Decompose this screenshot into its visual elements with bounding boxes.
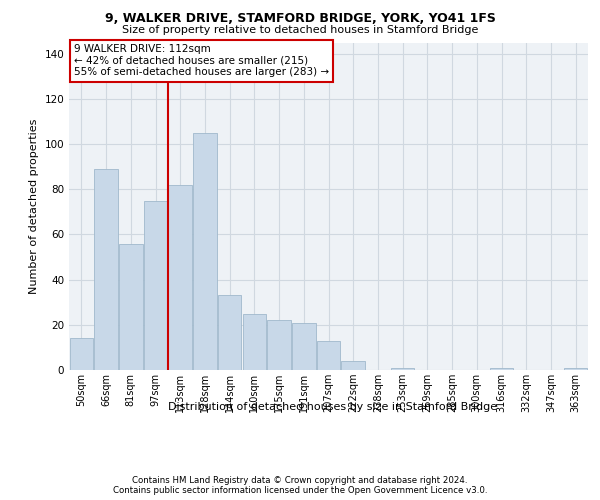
Bar — [218, 296, 241, 370]
Bar — [490, 368, 513, 370]
Y-axis label: Number of detached properties: Number of detached properties — [29, 118, 39, 294]
Bar — [94, 169, 118, 370]
Bar — [292, 322, 316, 370]
Bar — [391, 368, 415, 370]
Bar — [119, 244, 143, 370]
Bar — [317, 340, 340, 370]
Text: Contains public sector information licensed under the Open Government Licence v3: Contains public sector information licen… — [113, 486, 487, 495]
Bar — [268, 320, 291, 370]
Text: Distribution of detached houses by size in Stamford Bridge: Distribution of detached houses by size … — [169, 402, 497, 412]
Bar — [341, 361, 365, 370]
Text: 9, WALKER DRIVE, STAMFORD BRIDGE, YORK, YO41 1FS: 9, WALKER DRIVE, STAMFORD BRIDGE, YORK, … — [104, 12, 496, 26]
Bar — [144, 200, 167, 370]
Text: 9 WALKER DRIVE: 112sqm
← 42% of detached houses are smaller (215)
55% of semi-de: 9 WALKER DRIVE: 112sqm ← 42% of detached… — [74, 44, 329, 78]
Text: Size of property relative to detached houses in Stamford Bridge: Size of property relative to detached ho… — [122, 25, 478, 35]
Bar — [242, 314, 266, 370]
Text: Contains HM Land Registry data © Crown copyright and database right 2024.: Contains HM Land Registry data © Crown c… — [132, 476, 468, 485]
Bar — [193, 133, 217, 370]
Bar — [70, 338, 93, 370]
Bar — [564, 368, 587, 370]
Bar — [169, 185, 192, 370]
